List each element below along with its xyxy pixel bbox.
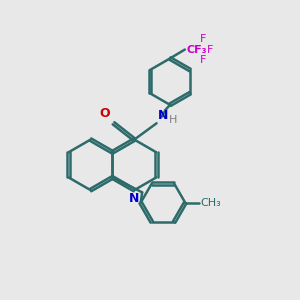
Text: F: F [207, 44, 213, 55]
Text: F: F [200, 34, 206, 44]
Text: O: O [99, 107, 110, 120]
Text: N: N [158, 109, 169, 122]
Text: N: N [129, 192, 140, 205]
Text: H: H [169, 115, 178, 125]
Text: CH₃: CH₃ [200, 198, 221, 208]
Text: F: F [200, 55, 206, 65]
Text: CF₃: CF₃ [186, 44, 207, 55]
